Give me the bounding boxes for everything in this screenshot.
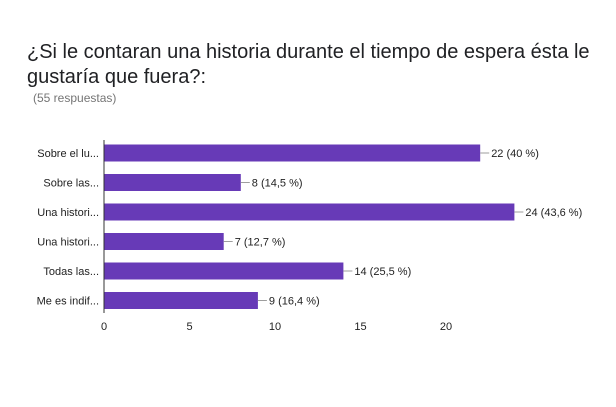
category-label: Me es indif... [37,296,99,308]
category-label: Una histori... [37,207,99,219]
bar [104,144,481,162]
bar [104,292,258,309]
bars-layer: Sobre el lu... 22 (40 %) Sobre las... 8 (14… [37,144,582,309]
axis-layer: 0 5 10 15 20 [101,140,452,333]
x-tick-label: 0 [101,321,107,333]
category-label: Sobre las... [43,178,99,190]
data-label: 9 (16,4 %) [269,296,320,308]
bar [104,233,224,250]
x-tick-label: 5 [186,321,192,333]
data-label: 24 (43,6 %) [525,207,582,219]
data-label: 22 (40 %) [491,148,539,160]
data-label: 7 (12,7 %) [235,237,286,249]
bar [104,262,344,280]
x-tick-label: 10 [269,321,281,333]
data-label: 14 (25,5 %) [354,266,411,278]
x-tick-label: 15 [354,321,366,333]
bar [104,174,241,191]
bar [104,203,515,221]
chart-title: ¿Si le contaran una historia durante el … [27,41,590,88]
category-label: Todas las... [43,266,99,278]
response-count: (55 respuestas) [33,91,117,105]
category-label: Una histori... [37,237,99,249]
data-label: 8 (14,5 %) [252,178,303,190]
x-tick-label: 20 [440,321,452,333]
category-label: Sobre el lu... [37,148,99,160]
